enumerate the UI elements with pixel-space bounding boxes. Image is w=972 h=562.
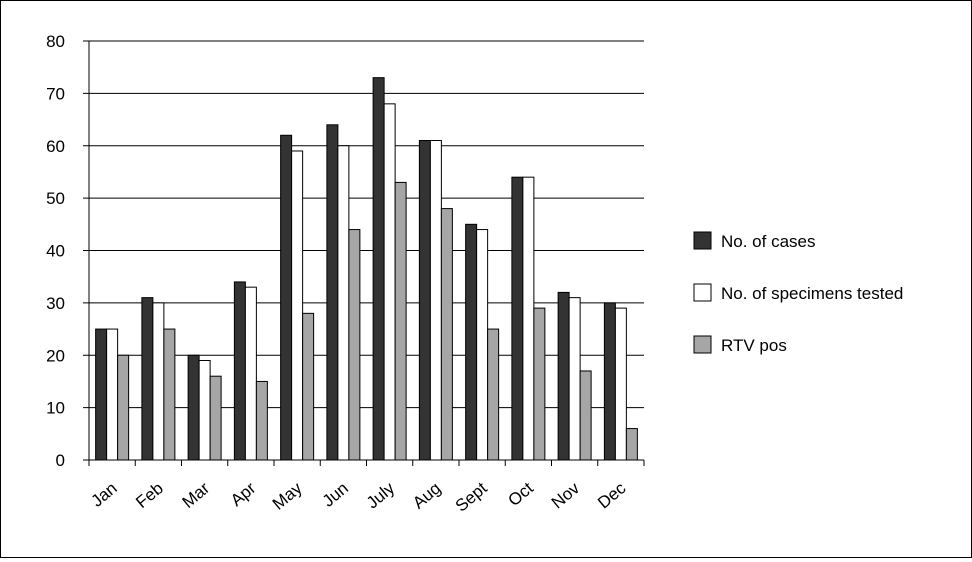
bar-apr-series-1 — [233, 281, 246, 461]
legend-label: RTV pos — [721, 336, 787, 355]
x-tick-label: May — [269, 478, 306, 514]
bar-apr-series-2 — [244, 286, 257, 461]
bar-feb-series-3 — [163, 328, 176, 461]
y-tick-label: 70 — [46, 84, 65, 103]
y-tick-label: 50 — [46, 189, 65, 208]
bar-mar-series-3 — [209, 375, 222, 461]
bar-mar-series-1 — [187, 354, 200, 461]
bar-dec-series-2 — [614, 307, 627, 461]
legend: No. of cases No. of specimens tested RTV p… — [693, 231, 903, 355]
bar-sept-series-1 — [465, 223, 478, 461]
x-tick-label: Jun — [319, 479, 352, 511]
y-tick-label: 60 — [46, 137, 65, 156]
bar-nov-series-1 — [557, 291, 570, 461]
bar-feb-series-1 — [141, 297, 154, 461]
x-tick-label: Mar — [179, 478, 214, 512]
bar-dec-series-3 — [625, 428, 638, 461]
bar-feb-series-2 — [152, 302, 165, 461]
bar-may-series-3 — [302, 312, 315, 461]
y-tick-label: 40 — [46, 242, 65, 261]
bar-jun-series-1 — [326, 124, 339, 461]
bar-jan-series-2 — [106, 328, 119, 461]
bar-july-series-3 — [394, 181, 407, 461]
bar-mar-series-2 — [198, 359, 211, 461]
y-tick-label: 0 — [56, 451, 65, 470]
legend-swatch — [693, 283, 712, 302]
x-tick-label: Apr — [227, 478, 260, 510]
bar-aug-series-3 — [440, 208, 453, 461]
bar-july-series-2 — [383, 103, 396, 461]
bar-oct-series-2 — [522, 176, 535, 461]
bar-may-series-2 — [291, 150, 304, 461]
bar-jan-series-3 — [117, 354, 130, 461]
bar-oct-series-3 — [533, 307, 546, 461]
y-tick-label: 30 — [46, 294, 65, 313]
x-tick-label: Aug — [409, 479, 444, 513]
y-tick-label: 20 — [46, 346, 65, 365]
bars — [95, 77, 638, 461]
legend-label: No. of cases — [721, 232, 816, 251]
legend-swatch — [693, 335, 712, 354]
x-tick-label: Nov — [548, 478, 584, 512]
bar-nov-series-2 — [568, 297, 581, 461]
x-tick-label: July — [363, 478, 399, 512]
legend-label: No. of specimens tested — [721, 284, 903, 303]
y-tick-label: 10 — [46, 399, 65, 418]
bar-july-series-1 — [372, 77, 385, 461]
bar-jun-series-2 — [337, 145, 350, 461]
bar-sept-series-2 — [476, 229, 489, 461]
gridlines — [89, 40, 644, 409]
bar-nov-series-3 — [579, 370, 592, 461]
axes — [83, 40, 645, 466]
bar-sept-series-3 — [487, 328, 500, 461]
y-tick-label: 80 — [46, 32, 65, 51]
x-tick-label: Sept — [452, 478, 491, 515]
bar-apr-series-3 — [255, 380, 268, 461]
x-tick-label: Oct — [504, 478, 537, 510]
x-tick-labels: Jan Feb Mar Apr May Jun July Aug Sept Oct Nov Dec — [87, 478, 629, 515]
bar-aug-series-2 — [429, 140, 442, 461]
legend-swatch — [693, 231, 712, 250]
bar-jun-series-3 — [348, 229, 361, 461]
bar-may-series-1 — [280, 134, 293, 461]
bar-oct-series-1 — [511, 176, 524, 461]
x-tick-label: Feb — [132, 479, 167, 512]
bar-jan-series-1 — [95, 328, 108, 461]
bar-dec-series-1 — [603, 302, 616, 461]
y-tick-labels: 0 10 20 30 40 50 60 70 80 — [46, 32, 65, 470]
x-tick-label: Dec — [594, 478, 630, 512]
bar-aug-series-1 — [418, 140, 431, 461]
x-tick-label: Jan — [87, 479, 120, 511]
